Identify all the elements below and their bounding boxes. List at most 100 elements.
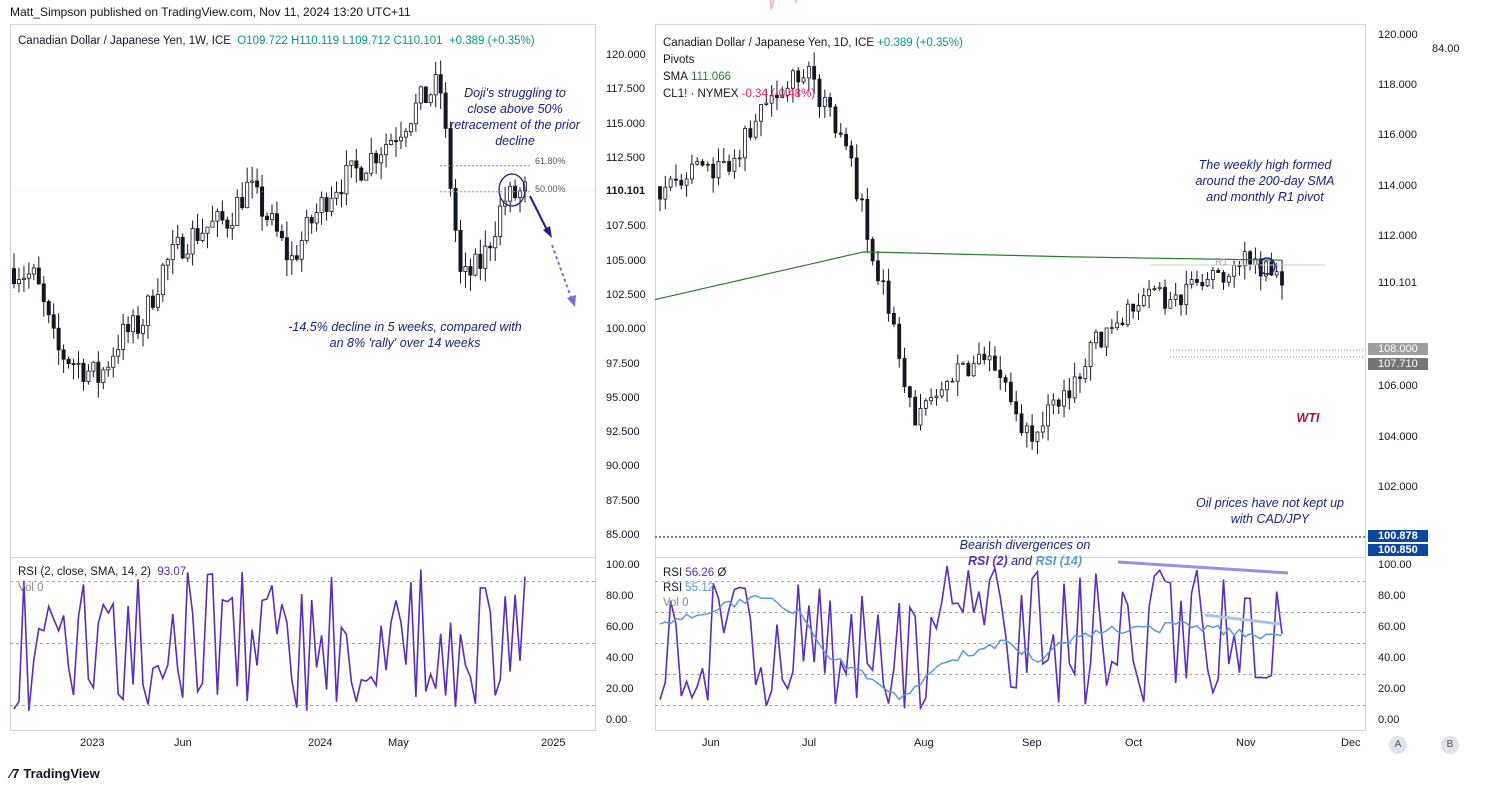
right-time-tick: Oct <box>1125 737 1143 749</box>
weekly-candle-body <box>403 131 408 138</box>
daily-candle-body <box>1179 294 1183 306</box>
right-time-tick: Sep <box>1022 737 1042 749</box>
weekly-candle-body <box>46 301 51 316</box>
tradingview-brand[interactable]: ⁄7 TradingView <box>10 766 100 781</box>
weekly-candle-body <box>413 102 418 125</box>
right-time-tick: Dec <box>1341 737 1361 749</box>
daily-candle-body <box>727 161 732 172</box>
weekly-candle-body <box>418 86 423 104</box>
daily-candle-body <box>1115 322 1120 329</box>
weekly-candle-body <box>96 361 101 383</box>
right-legend: Canadian Dollar / Japanese Yen, 1D, ICE … <box>663 35 963 103</box>
daily-candle-body <box>934 395 939 398</box>
weekly-candle-body <box>21 277 26 280</box>
weekly-candle-body <box>498 205 503 237</box>
left-price-tick: 105.000 <box>606 254 646 267</box>
daily-candle-body <box>737 157 742 160</box>
oil-annotation: Oil prices have not kept up with CAD/JPY <box>1196 496 1344 526</box>
cl-value: -0.34 (-0.48%) <box>741 88 816 100</box>
weekly-candle-body <box>240 197 245 209</box>
right-rsi-pane[interactable] <box>655 557 1366 731</box>
daily-candle-body <box>998 369 1003 378</box>
weekly-candle-body <box>260 186 265 217</box>
weekly-candle-body <box>230 225 235 229</box>
weekly-candle-body <box>483 245 488 269</box>
daily-candle-body <box>1274 271 1279 276</box>
left-rsi-tick: 80.00 <box>606 590 634 602</box>
weekly-candle-body <box>488 245 493 249</box>
daily-candle-body <box>1189 279 1194 285</box>
daily-candle-body <box>721 161 726 163</box>
weekly-candle-body <box>16 279 21 285</box>
left-price-tick: 87.500 <box>606 494 640 507</box>
weekly-candle-body <box>250 180 255 183</box>
daily-candle-body <box>812 66 817 80</box>
weekly-candle-body <box>106 366 111 371</box>
weekly-candle-body <box>289 255 294 261</box>
weekly-candle-body <box>131 315 136 333</box>
daily-candle-body <box>982 353 987 361</box>
weekly-candle-body <box>433 74 438 96</box>
divergence-and: and <box>1011 554 1032 568</box>
doji-annotation: Doji's struggling to close above 50% ret… <box>450 86 580 148</box>
daily-candle-body <box>1094 331 1098 344</box>
daily-candle-body <box>1120 322 1125 325</box>
left-price-tick: 97.500 <box>606 357 640 370</box>
weekly-candle-body <box>438 74 443 94</box>
right-price-tick: 114.000 <box>1378 179 1417 192</box>
right-price-badge-108: 108.000 <box>1368 343 1428 355</box>
bearish-arrow-head <box>543 226 552 238</box>
left-price-tick: 107.500 <box>606 220 646 233</box>
daily-candle-body <box>1210 270 1215 280</box>
right-price-tick: 120.000 <box>1378 29 1418 41</box>
weekly-candle-body <box>121 324 126 350</box>
right-time-tick: Jun <box>702 737 720 749</box>
right-time-tick: Aug <box>914 737 934 749</box>
weekly-candle-body <box>339 191 344 195</box>
left-rsi-pane[interactable] <box>10 557 596 731</box>
right-price-badge-10771: 107.710 <box>1368 358 1428 370</box>
daily-candle-body <box>1088 342 1093 367</box>
daily-candle-body <box>1078 376 1082 379</box>
scale-auto-button-b[interactable]: B <box>1441 736 1459 754</box>
rsi14-divergence-line <box>1204 613 1281 626</box>
left-price-tick: 112.500 <box>606 151 645 164</box>
daily-candle-body <box>950 380 955 383</box>
daily-candle-body <box>876 260 880 282</box>
overlay-shapes <box>10 165 1365 706</box>
daily-candle-body <box>945 381 949 391</box>
daily-candle-body <box>1099 331 1104 348</box>
left-rsi-tick: 0.00 <box>606 714 628 726</box>
weekly-candle-body <box>160 264 165 296</box>
weekly-candle-body <box>463 266 468 272</box>
weekly-candle-body <box>364 172 369 181</box>
daily-candle-body <box>1141 295 1146 306</box>
right-rsi-tick: 80.00 <box>1378 590 1406 602</box>
wti-annotation: WTI <box>1296 411 1320 425</box>
left-price-tick: 102.500 <box>606 289 646 301</box>
right-price-tick: 104.000 <box>1378 430 1418 443</box>
weekly-candle-body <box>354 160 359 169</box>
weekly-candle-body <box>269 213 274 221</box>
daily-candle-body <box>1168 299 1173 309</box>
daily-candle-body <box>1125 303 1130 325</box>
r1-pivot-label: R1 <box>1215 257 1228 268</box>
daily-candle-body <box>828 97 833 108</box>
weekly-candle-body <box>31 267 36 275</box>
weekly-high-annotation: The weekly high formed around the 200-da… <box>1195 158 1335 204</box>
weekly-candle-body <box>210 220 215 228</box>
daily-candle-body <box>764 102 769 105</box>
weekly-candle-body <box>394 140 399 142</box>
scale-auto-button-a[interactable]: A <box>1389 736 1407 754</box>
daily-candle-body <box>1147 288 1151 297</box>
right-price-current: 110.101 <box>1378 277 1417 290</box>
projection-arrow <box>551 244 573 301</box>
weekly-candle-body <box>195 228 200 241</box>
weekly-candle-body <box>389 140 394 145</box>
weekly-candle-body <box>279 230 284 239</box>
weekly-candle-body <box>349 160 354 166</box>
daily-candle-body <box>1184 283 1189 306</box>
daily-candle-body <box>1104 327 1109 348</box>
weekly-candle-body <box>165 259 170 266</box>
weekly-candle-body <box>235 197 240 226</box>
